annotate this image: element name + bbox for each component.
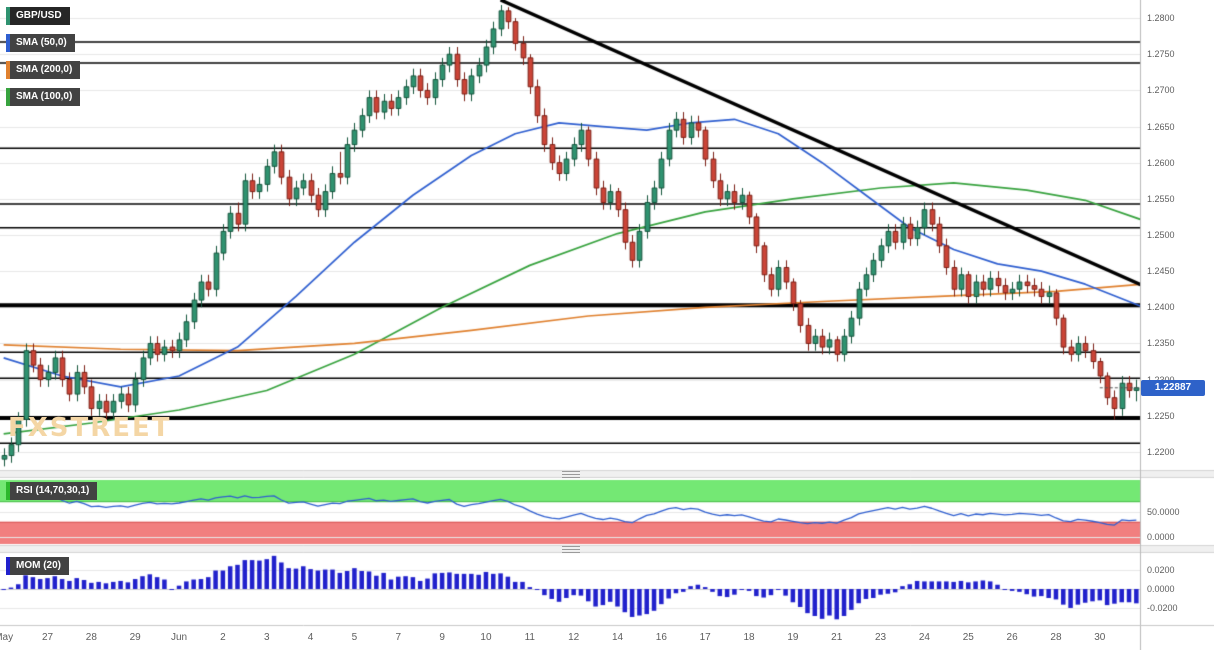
date-axis-label: 9 bbox=[439, 632, 445, 643]
sma200-badge[interactable]: SMA (200,0) bbox=[6, 61, 81, 79]
price-axis-label: 1.2200 bbox=[1147, 446, 1175, 457]
rsi-axis-label: 50.0000 bbox=[1147, 506, 1180, 517]
sma50-label: SMA (50,0) bbox=[16, 37, 67, 48]
mom-axis-label: -0.0200 bbox=[1147, 602, 1178, 613]
last-price-badge: 1.22887 bbox=[1141, 379, 1205, 396]
sma200-color-bar bbox=[6, 61, 10, 79]
date-axis-label: 23 bbox=[875, 632, 887, 643]
date-axis-label: 4 bbox=[307, 632, 314, 643]
mom-label: MOM (20) bbox=[16, 560, 61, 571]
date-axis-label: 24 bbox=[918, 632, 930, 643]
date-axis-label: 10 bbox=[480, 632, 492, 643]
date-axis-label: 16 bbox=[655, 632, 667, 643]
date-axis-label: 19 bbox=[787, 632, 799, 643]
fxstreet-watermark: FXSTREET bbox=[8, 413, 172, 443]
date-axis-label: 26 bbox=[1006, 632, 1018, 643]
date-axis-label: Jun bbox=[170, 632, 188, 643]
mom-axis-label: 0.0200 bbox=[1147, 565, 1175, 576]
date-axis-label: 28 bbox=[85, 632, 97, 643]
legend: GBP/USD SMA (50,0) SMA (200,0) SMA (100,… bbox=[6, 7, 81, 106]
sma200-label: SMA (200,0) bbox=[16, 64, 73, 75]
mom-badge[interactable]: MOM (20) bbox=[6, 557, 69, 575]
date-axis-label: 30 bbox=[1094, 632, 1106, 643]
rsi-color-bar bbox=[6, 482, 10, 500]
symbol-label: GBP/USD bbox=[16, 10, 62, 21]
date-axis-label: 18 bbox=[743, 632, 755, 643]
date-axis-label: 17 bbox=[699, 632, 711, 643]
sma50-badge[interactable]: SMA (50,0) bbox=[6, 34, 75, 52]
symbol-badge[interactable]: GBP/USD bbox=[6, 7, 70, 25]
rsi-badge[interactable]: RSI (14,70,30,1) bbox=[6, 482, 98, 500]
rsi-axis-label: 0.0000 bbox=[1147, 532, 1175, 543]
date-axis-label: 2 bbox=[220, 632, 226, 643]
panel-resize-handle[interactable] bbox=[562, 471, 580, 478]
date-axis-label: 25 bbox=[962, 632, 974, 643]
price-axis-label: 1.2800 bbox=[1147, 13, 1175, 24]
price-axis-label: 1.2750 bbox=[1147, 49, 1175, 60]
price-axis-label: 1.2450 bbox=[1147, 266, 1175, 277]
price-axis-label: 1.2250 bbox=[1147, 410, 1175, 421]
sma100-badge[interactable]: SMA (100,0) bbox=[6, 88, 81, 106]
mom-axis-label: 0.0000 bbox=[1147, 584, 1175, 594]
price-axis-label: 1.2550 bbox=[1147, 193, 1175, 204]
date-axis-label: 3 bbox=[263, 632, 270, 643]
rsi-label: RSI (14,70,30,1) bbox=[16, 485, 90, 496]
sma50-color-bar bbox=[6, 34, 10, 52]
date-axis-label: 5 bbox=[351, 632, 358, 643]
price-axis-label: 1.2700 bbox=[1147, 85, 1175, 96]
date-axis-label: 27 bbox=[41, 632, 54, 643]
price-axis-label: 1.2350 bbox=[1147, 338, 1175, 349]
price-axis-label: 1.2300 bbox=[1147, 375, 1175, 385]
date-axis-label: 28 bbox=[1050, 632, 1062, 643]
price-axis-label: 1.2650 bbox=[1147, 121, 1175, 132]
date-axis-label: May bbox=[0, 632, 14, 643]
date-axis-label: 11 bbox=[524, 632, 535, 643]
sma100-label: SMA (100,0) bbox=[16, 91, 73, 102]
panel-resize-handle[interactable] bbox=[562, 546, 580, 553]
sma100-color-bar bbox=[6, 88, 10, 106]
symbol-color-bar bbox=[6, 7, 10, 25]
price-axis-label: 1.2500 bbox=[1147, 230, 1175, 240]
date-axis-label: 12 bbox=[568, 632, 580, 643]
date-axis-label: 21 bbox=[831, 632, 843, 643]
date-axis-label: 7 bbox=[395, 632, 402, 643]
mom-color-bar bbox=[6, 557, 10, 575]
date-axis-label: 29 bbox=[129, 632, 141, 643]
date-axis-label: 14 bbox=[611, 632, 624, 643]
price-axis-label: 1.2400 bbox=[1147, 302, 1175, 313]
price-axis-label: 1.2600 bbox=[1147, 157, 1175, 168]
